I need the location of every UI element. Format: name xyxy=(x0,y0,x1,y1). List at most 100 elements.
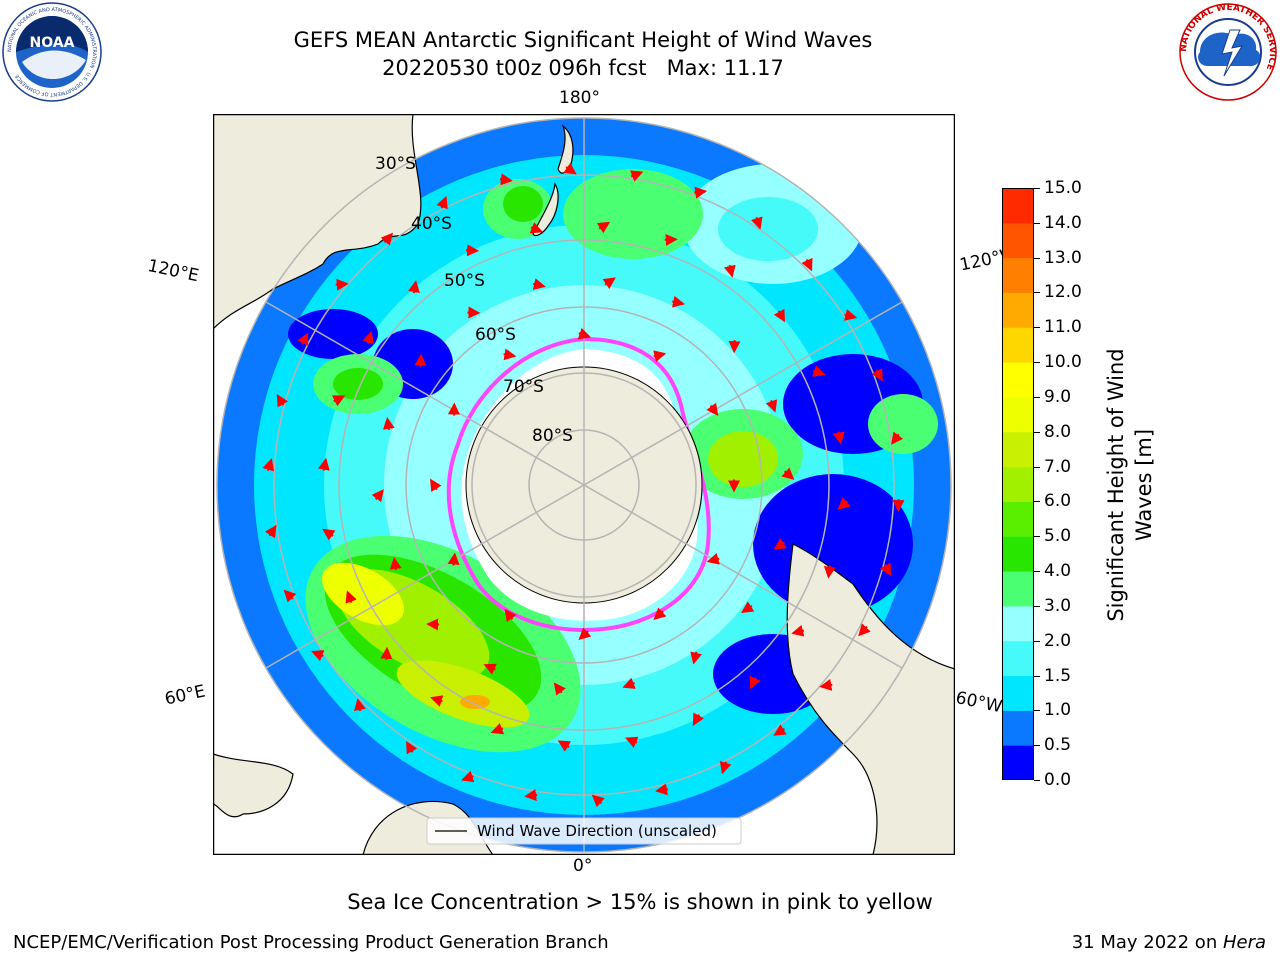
colorbar-segment xyxy=(1002,605,1034,642)
wind-wave-arrow xyxy=(322,528,336,541)
wind-wave-arrow xyxy=(408,280,420,294)
footer-host: Hera xyxy=(1222,932,1266,953)
wind-wave-arrow xyxy=(858,623,871,637)
wind-wave-arrow xyxy=(773,308,785,323)
wind-wave-arrow xyxy=(406,740,418,755)
wind-wave-arrow xyxy=(655,783,669,796)
wind-wave-arrow xyxy=(563,162,577,175)
colorbar-tick-label: 1.0 xyxy=(1044,700,1072,721)
colorbar-tick-label: 12.0 xyxy=(1044,282,1082,303)
title-line-1: GEFS MEAN Antarctic Significant Height o… xyxy=(293,28,873,52)
colorbar-segment xyxy=(1002,466,1034,502)
lat-label-60s: 60°S xyxy=(475,325,516,345)
wind-wave-arrow xyxy=(773,538,787,550)
wind-wave-arrow xyxy=(436,195,448,210)
colorbar-tick-label: 2.0 xyxy=(1044,630,1072,651)
colorbar-tick-mark xyxy=(1034,675,1040,677)
wind-wave-arrow xyxy=(844,309,858,321)
colorbar-tick-mark xyxy=(1034,292,1040,294)
wind-wave-arrow xyxy=(430,478,442,492)
colorbar-segment xyxy=(1002,431,1034,468)
polar-map: 30°S 40°S 50°S 60°S 70°S 80°S Wind Wave … xyxy=(213,114,955,855)
wind-wave-arrow xyxy=(335,278,349,291)
wind-wave-arrow xyxy=(283,589,297,603)
wind-wave-arrow xyxy=(596,221,611,234)
footer-date: 31 May 2022 on Hera xyxy=(1072,932,1266,953)
wind-wave-direction-arrows xyxy=(262,162,905,808)
colorbar-segment xyxy=(1002,327,1034,363)
wind-wave-arrow xyxy=(461,770,475,783)
latitude-labels: 30°S 40°S 50°S 60°S 70°S 80°S xyxy=(375,154,573,446)
wind-wave-arrow xyxy=(871,368,883,382)
wind-wave-arrow xyxy=(503,348,517,361)
colorbar-tick-label: 15.0 xyxy=(1044,178,1082,198)
colorbar-label: Significant Height of Wind Waves [m] xyxy=(1104,348,1156,622)
lat-label-70s: 70°S xyxy=(503,377,544,397)
wind-wave-arrow xyxy=(382,417,395,431)
wind-wave-arrow xyxy=(719,760,732,775)
wind-wave-arrow xyxy=(692,712,704,726)
title-line-2: 20220530 t00z 096h fcst Max: 11.17 xyxy=(382,56,784,80)
colorbar-tick-label: 7.0 xyxy=(1044,456,1072,477)
wind-wave-arrow xyxy=(331,395,346,407)
colorbar-tick-label: 4.0 xyxy=(1044,561,1072,582)
wind-wave-arrow xyxy=(577,327,592,340)
colorbar xyxy=(1002,188,1034,780)
colorbar-tick-mark xyxy=(1034,431,1040,433)
wind-wave-arrow xyxy=(741,601,755,613)
colorbar-segment xyxy=(1002,501,1034,537)
map-border xyxy=(213,114,955,855)
colorbar-tick-mark xyxy=(1034,222,1040,224)
colorbar-tick-label: 10.0 xyxy=(1044,352,1082,373)
wind-wave-arrow xyxy=(773,724,787,736)
wind-wave-arrow xyxy=(276,393,289,408)
colorbar-tick-label: 11.0 xyxy=(1044,317,1082,338)
wind-wave-arrow xyxy=(801,257,813,272)
wind-wave-arrow xyxy=(791,624,805,637)
wind-wave-arrow xyxy=(749,675,761,690)
colorbar-segment xyxy=(1002,536,1034,572)
colorbar-tick-mark xyxy=(1034,605,1040,607)
noaa-logo: NOAA NATIONAL OCEANIC AND ATMOSPHERIC AD… xyxy=(2,2,102,102)
wind-wave-arrow xyxy=(630,170,644,182)
colorbar-tick-label: 13.0 xyxy=(1044,247,1082,268)
wind-wave-arrow xyxy=(602,277,616,290)
colorbar-tick-label: 6.0 xyxy=(1044,491,1072,512)
wind-wave-arrow xyxy=(317,457,330,471)
colorbar-tick-label: 14.0 xyxy=(1044,212,1082,233)
wind-wave-arrow xyxy=(812,365,826,377)
wind-wave-arrow xyxy=(362,330,374,345)
colorbar-tick-mark xyxy=(1034,362,1040,364)
wind-wave-arrow xyxy=(529,222,544,234)
graticule xyxy=(216,117,952,853)
lat-label-40s: 40°S xyxy=(411,214,452,234)
lon-label-60w: 60°W xyxy=(953,688,1004,718)
wind-wave-arrow xyxy=(591,794,605,808)
colorbar-segment xyxy=(1002,292,1034,328)
wind-wave-arrow xyxy=(751,216,763,230)
wind-wave-arrow xyxy=(345,590,357,604)
colorbar-segment xyxy=(1002,640,1034,677)
colorbar-segment xyxy=(1002,222,1034,259)
wind-wave-arrow xyxy=(380,646,393,660)
colorbar-segment xyxy=(1002,710,1034,746)
wind-wave-arrow xyxy=(447,552,460,566)
colorbar-segment xyxy=(1002,362,1034,398)
map-legend: Wind Wave Direction (unscaled) xyxy=(426,817,742,845)
colorbar-segment xyxy=(1002,257,1034,293)
wind-wave-arrow xyxy=(622,677,636,689)
sea-ice-note: Sea Ice Concentration > 15% is shown in … xyxy=(347,890,933,914)
lat-label-50s: 50°S xyxy=(444,271,485,291)
colorbar-tick-label: 3.0 xyxy=(1044,595,1072,616)
colorbar-segment xyxy=(1002,745,1034,780)
colorbar-tick-mark xyxy=(1034,257,1040,259)
colorbar-segment xyxy=(1002,396,1034,433)
wind-wave-arrow xyxy=(380,232,394,246)
colorbar-tick-label: 9.0 xyxy=(1044,386,1072,407)
wind-wave-arrow xyxy=(466,244,480,257)
colorbar-tick-label: 0.5 xyxy=(1044,735,1072,756)
lat-label-30s: 30°S xyxy=(375,154,416,174)
colorbar-tick-label: 1.5 xyxy=(1044,665,1072,686)
wind-wave-arrow xyxy=(389,557,402,571)
colorbar-tick-label: 0.0 xyxy=(1044,770,1072,790)
